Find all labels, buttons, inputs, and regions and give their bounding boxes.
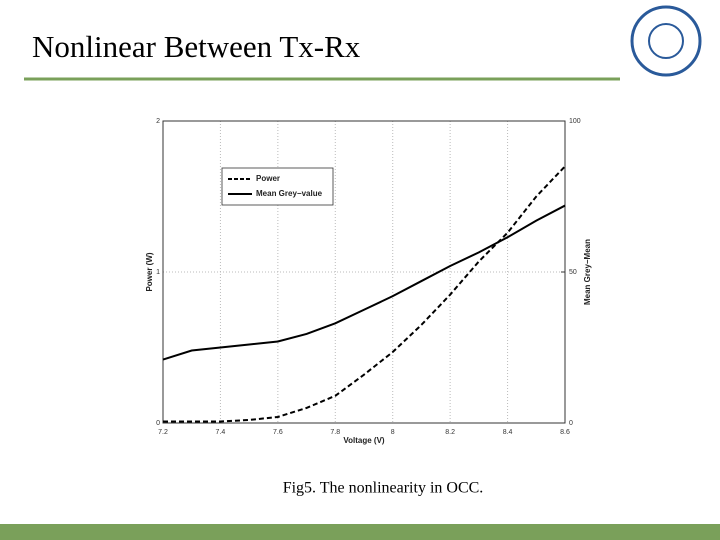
legend-box [221, 167, 334, 206]
y2-tick-label: 0 [569, 420, 573, 427]
plot-frame [162, 120, 566, 424]
y-tick-label: 2 [156, 118, 160, 125]
legend-label: Mean Grey−value [256, 189, 323, 198]
chart: 7.2 7.4 7.6 7.8 8 8.2 8.4 8.6 0 1 2 0 50 100 Voltage (… [145, 118, 592, 445]
x-tick-label: 8 [391, 429, 395, 436]
slide-title: Nonlinear Between Tx-Rx [32, 29, 361, 64]
x-tick-label: 8.6 [560, 429, 570, 436]
line [162, 204, 566, 361]
legend-label: Power [256, 174, 280, 183]
y2-axis-label: Mean Grey−Mean [583, 239, 592, 305]
y-tick-label: 0 [156, 420, 160, 427]
y-axis-label: Power (W) [145, 252, 154, 291]
y2-tick-label: 100 [569, 118, 581, 125]
footer-bar [0, 524, 720, 540]
logo [630, 5, 702, 77]
x-tick-label: 8.4 [503, 429, 513, 436]
x-tick-label: 8.2 [445, 429, 455, 436]
x-tick-label: 7.2 [158, 429, 168, 436]
x-tick-label: 7.4 [216, 429, 226, 436]
x-tick-label: 7.8 [330, 429, 340, 436]
y2-tick-label: 50 [569, 269, 577, 276]
caption: Fig5. The nonlinearity in OCC. [283, 480, 484, 497]
logo-inner [648, 23, 684, 59]
x-tick-label: 7.6 [273, 429, 283, 436]
x-axis-label: Voltage (V) [343, 436, 385, 445]
y-tick-label: 1 [156, 269, 160, 276]
